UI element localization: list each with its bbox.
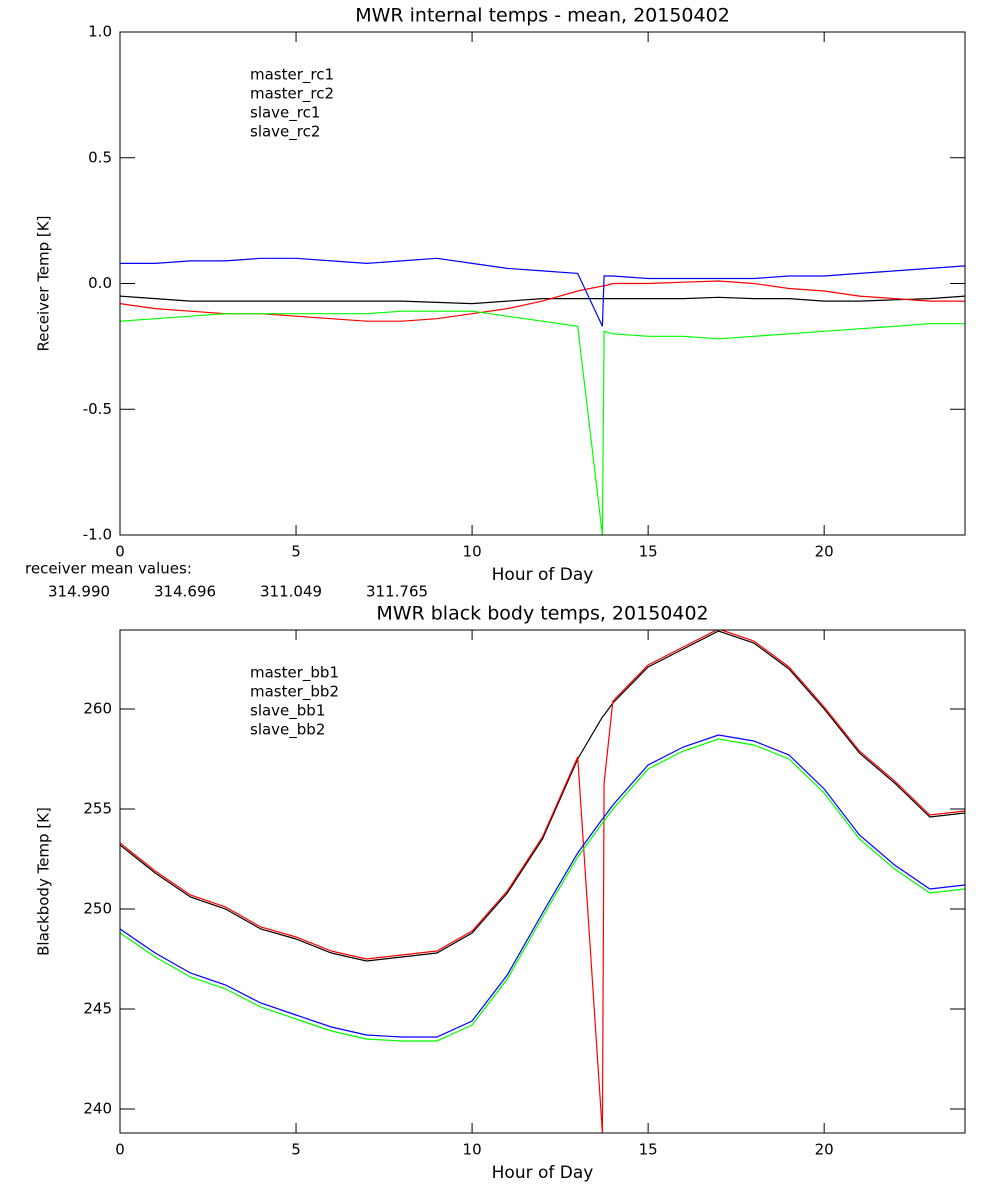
plot-frame — [119, 31, 966, 536]
y-tick-label: -0.5 — [83, 400, 112, 418]
x-tick-label: 5 — [291, 543, 301, 561]
x-tick-label: 20 — [815, 1141, 834, 1159]
y-tick-label: -1.0 — [83, 526, 112, 544]
series-line — [120, 310, 965, 535]
mean-value: 314.696 — [154, 583, 216, 601]
chart-title: MWR black body temps, 20150402 — [376, 603, 708, 625]
chart-title: MWR internal temps - mean, 20150402 — [355, 5, 730, 27]
plot-area — [120, 630, 965, 1133]
series-line — [120, 295, 965, 305]
y-tick-label: 0.5 — [88, 148, 112, 166]
x-tick-label: 10 — [463, 1141, 482, 1159]
legend-entry: slave_bb2 — [250, 721, 325, 740]
series-line — [120, 630, 965, 1133]
legend-entry: master_bb1 — [250, 664, 339, 683]
x-tick-label: 5 — [291, 1141, 301, 1159]
mean-value: 314.990 — [48, 583, 110, 601]
x-axis-label: Hour of Day — [492, 1163, 594, 1183]
x-tick-label: 0 — [115, 543, 125, 561]
mean-value: 311.049 — [260, 583, 322, 601]
y-tick-label: 255 — [83, 800, 112, 818]
x-axis-label: Hour of Day — [492, 565, 594, 585]
legend-entry: master_rc2 — [250, 85, 334, 104]
plot-area — [120, 257, 965, 535]
y-tick-label: 260 — [83, 700, 112, 718]
y-axis-label: Blackbody Temp [K] — [35, 807, 53, 956]
y-axis-label: Receiver Temp [K] — [35, 216, 53, 352]
legend-entry: slave_bb1 — [250, 702, 325, 721]
x-tick-label: 20 — [815, 543, 834, 561]
means-label: receiver mean values: — [25, 560, 192, 578]
y-tick-label: 245 — [83, 1000, 112, 1018]
x-tick-label: 0 — [115, 1141, 125, 1159]
series-line — [120, 734, 965, 1038]
y-tick-label: 250 — [83, 900, 112, 918]
series-line — [120, 280, 965, 322]
x-tick-label: 15 — [639, 543, 658, 561]
mean-value: 311.765 — [366, 583, 428, 601]
y-tick-label: 0.0 — [88, 274, 112, 292]
legend-entry: master_rc1 — [250, 66, 334, 85]
series-line — [120, 257, 965, 327]
legend-entry: slave_rc2 — [250, 123, 320, 142]
x-tick-label: 15 — [639, 1141, 658, 1159]
legend-entry: slave_rc1 — [250, 104, 320, 123]
series-line — [120, 738, 965, 1042]
y-tick-label: 240 — [83, 1100, 112, 1118]
legend-entry: master_bb2 — [250, 683, 339, 702]
plot-frame — [119, 629, 966, 1134]
x-tick-label: 10 — [463, 543, 482, 561]
y-tick-label: 1.0 — [88, 23, 112, 41]
